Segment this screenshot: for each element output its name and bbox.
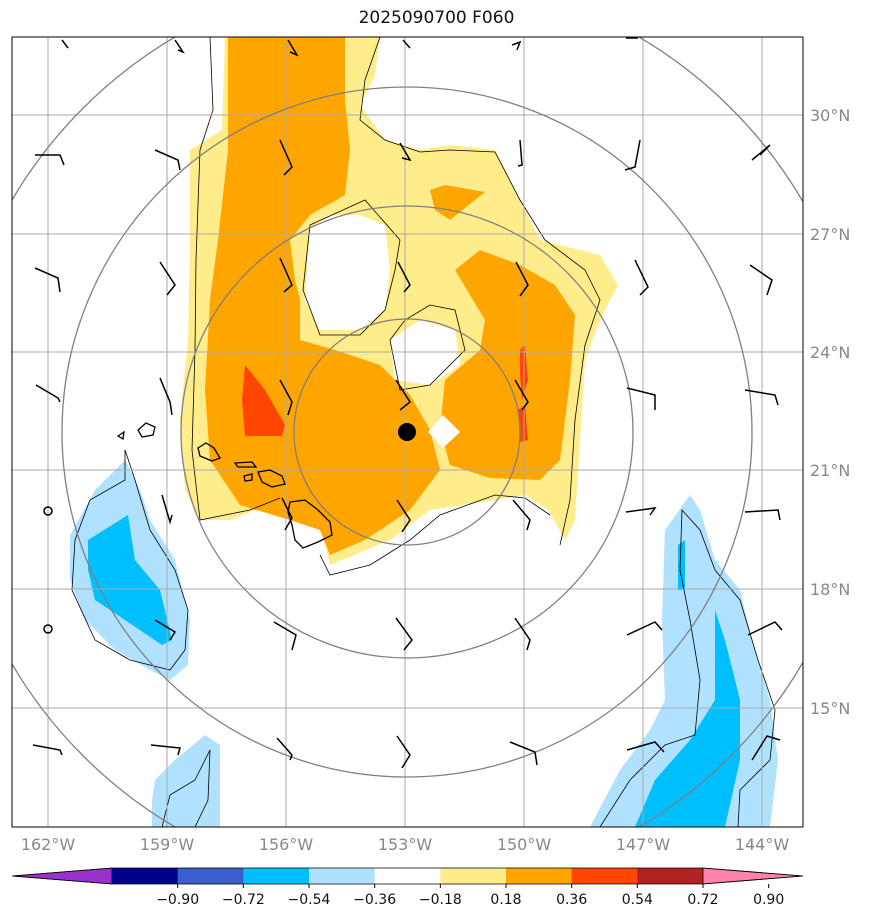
longitude-labels: 162°W 159°W 156°W 153°W 150°W 147°W 144°… <box>21 835 790 854</box>
colorbar-segment <box>309 868 376 884</box>
range-rings <box>12 37 803 827</box>
colorbar-segment <box>112 868 179 884</box>
colorbar-segment <box>177 868 244 884</box>
colorbar-tick-label: −0.54 <box>288 892 331 908</box>
lat-label-27n: 27°N <box>810 225 850 244</box>
lon-label-153w: 153°W <box>378 835 433 854</box>
colorbar-tick-label: 0.36 <box>556 892 587 908</box>
lon-label-150w: 150°W <box>497 835 552 854</box>
lon-label-144w: 144°W <box>735 835 790 854</box>
colorbar-tick-label: 0.72 <box>687 892 718 908</box>
lat-label-15n: 15°N <box>810 699 850 718</box>
colorbar-extend-low <box>11 867 113 885</box>
colorbar-tick-label: −0.36 <box>353 892 396 908</box>
colorbar-segment <box>637 868 704 884</box>
storm-center-marker <box>398 423 416 441</box>
lat-label-21n: 21°N <box>810 461 850 480</box>
colorbar-segment <box>374 868 441 884</box>
contour-lines <box>71 37 776 827</box>
colorbar-tick-label: −0.72 <box>222 892 265 908</box>
map-title: 2025090700 F060 <box>358 8 515 28</box>
lon-label-159w: 159°W <box>140 835 195 854</box>
positive-field-high <box>242 365 285 436</box>
gridlines <box>12 37 803 827</box>
colorbar-tick-label: 0.54 <box>622 892 653 908</box>
island-maui <box>257 469 286 488</box>
colorbar-tick-label: 0.90 <box>753 892 784 908</box>
island-kauai <box>137 422 156 438</box>
island-molokai <box>233 461 258 468</box>
colorbar-segment <box>571 868 638 884</box>
island-niihau <box>116 430 125 441</box>
map-frame <box>11 36 804 828</box>
negative-field-mid-west <box>88 515 172 645</box>
colorbar-tick-label: −0.18 <box>419 892 462 908</box>
island-oahu <box>197 442 221 462</box>
lon-label-156w: 156°W <box>259 835 314 854</box>
colorbar: −0.90 −0.72 −0.54 −0.36 −0.18 0.18 0.36 0.54 0.7… <box>11 867 804 908</box>
negative-field-light-sw <box>152 735 220 827</box>
colorbar-segment <box>440 868 507 884</box>
colorbar-extend-high <box>702 867 804 885</box>
lon-label-162w: 162°W <box>21 835 76 854</box>
positive-field-mid-east <box>440 250 575 480</box>
latitude-labels: 30°N 27°N 24°N 21°N 18°N 15°N <box>810 106 850 718</box>
colorbar-outline <box>11 867 804 885</box>
colorbar-segment <box>506 868 573 884</box>
lon-label-147w: 147°W <box>616 835 671 854</box>
island-lanai <box>243 473 253 482</box>
negative-field-mid-se <box>635 540 740 827</box>
wind-barbs <box>32 37 783 769</box>
colorbar-tick-label: −0.90 <box>156 892 199 908</box>
colorbar-tick-label: 0.18 <box>490 892 521 908</box>
lat-label-18n: 18°N <box>810 580 850 599</box>
colorbar-segment <box>243 868 310 884</box>
lat-label-30n: 30°N <box>810 106 850 125</box>
lat-label-24n: 24°N <box>810 343 850 362</box>
positive-field-mid-north <box>430 185 485 220</box>
calm-wind-markers <box>43 506 53 634</box>
